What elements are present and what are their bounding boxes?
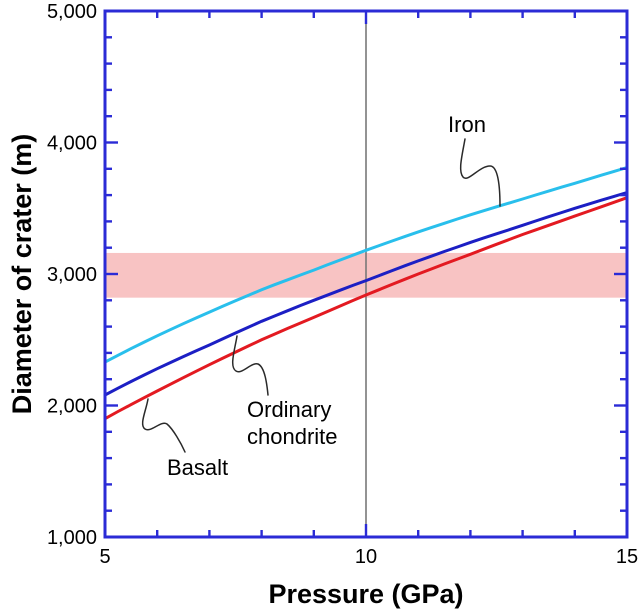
basalt-series-label: Basalt <box>167 455 228 480</box>
iron-series-label: Iron <box>448 112 486 137</box>
iron-leader-line <box>459 138 501 207</box>
plot-frame <box>103 9 629 539</box>
curve-basalt <box>103 196 629 421</box>
y-axis-title: Diameter of crater (m) <box>7 134 37 415</box>
curve-ordinary-chondrite <box>103 191 629 397</box>
ordinary-chondrite-series-label-line2: chondrite <box>247 424 338 449</box>
axes-layer <box>103 9 629 539</box>
x-axis-title: Pressure (GPa) <box>268 579 463 609</box>
ordinary-chondrite-series-label-line1: Ordinary <box>247 397 331 422</box>
ordinary-chondrite-leader-line <box>231 335 269 396</box>
annotation-leaders <box>141 138 501 453</box>
ytick-label-4000: 4,000 <box>47 133 97 155</box>
xtick-label-15: 15 <box>616 546 638 568</box>
ytick-label-1000: 1,000 <box>47 527 97 549</box>
ytick-label-5000: 5,000 <box>47 1 97 23</box>
xtick-label-5: 5 <box>99 546 110 568</box>
basalt-leader-line <box>141 398 186 453</box>
xtick-label-10: 10 <box>355 546 377 568</box>
ytick-label-2000: 2,000 <box>47 396 97 418</box>
series-curves-layer <box>103 166 629 421</box>
curve-iron <box>103 166 629 364</box>
ytick-label-3000: 3,000 <box>47 264 97 286</box>
